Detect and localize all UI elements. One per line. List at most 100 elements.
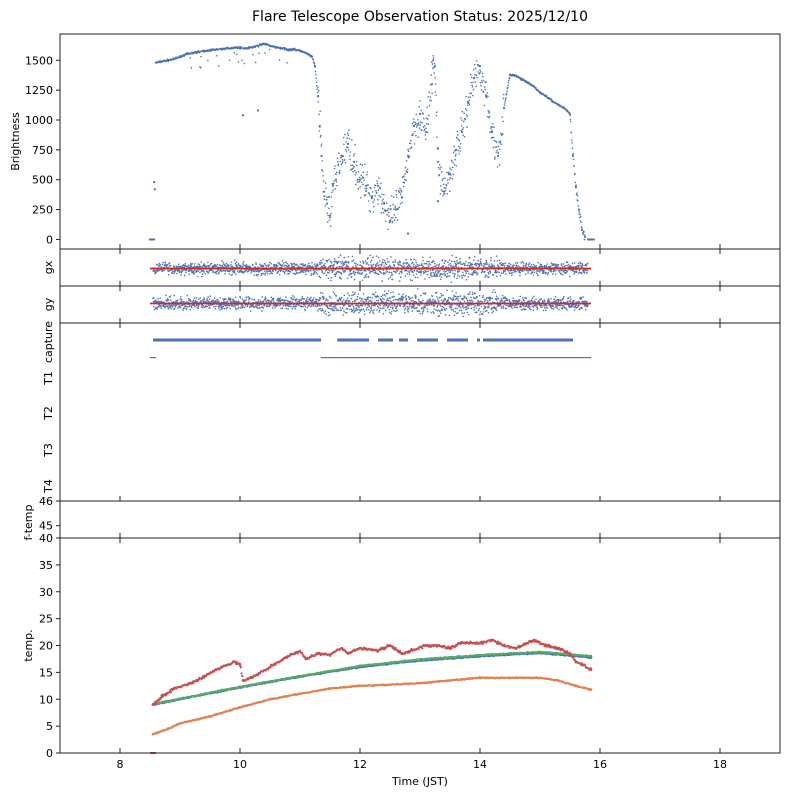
gx-point <box>569 269 572 271</box>
gx-point <box>566 270 569 273</box>
gx-point <box>188 273 191 276</box>
gx-point <box>260 274 263 277</box>
gx-point <box>460 263 462 265</box>
gy-point <box>278 298 281 300</box>
gy-point <box>578 308 581 310</box>
brightness-point <box>465 109 468 112</box>
gx-point <box>455 266 458 268</box>
gx-point <box>468 273 470 275</box>
gx-point <box>193 272 195 275</box>
gy-point <box>246 305 249 307</box>
gy-point <box>266 305 269 307</box>
gx-point <box>478 264 481 267</box>
gx-point <box>531 265 534 268</box>
gy-point <box>305 299 308 302</box>
brightness-point <box>380 202 383 205</box>
gy-point <box>561 307 564 309</box>
gy-point <box>152 305 155 308</box>
brightness-point <box>469 92 471 95</box>
gx-point <box>488 263 491 265</box>
brightness-point <box>320 145 323 147</box>
brightness-point <box>235 53 238 56</box>
gx-point <box>314 270 316 273</box>
gx-point <box>498 271 500 274</box>
gy-point <box>540 298 543 301</box>
gx-point <box>566 261 569 264</box>
brightness-point <box>388 221 391 224</box>
gy-point <box>229 299 232 301</box>
gy-point <box>436 304 439 307</box>
gx-point <box>436 269 438 271</box>
gx-point <box>191 263 194 265</box>
brightness-point <box>472 81 474 84</box>
brightness-point <box>574 172 576 175</box>
gy-point <box>259 306 261 309</box>
gy-point <box>358 311 360 314</box>
gx-point <box>335 271 338 274</box>
gy-point <box>505 304 507 307</box>
brightness-point <box>360 181 363 183</box>
gy-point <box>497 298 500 300</box>
brightness-point <box>493 158 496 160</box>
gy-point <box>352 291 354 293</box>
gx-point <box>177 270 179 272</box>
gy-point <box>379 304 381 307</box>
gx-point <box>455 256 457 259</box>
brightness-point <box>352 155 355 157</box>
gx-point <box>155 271 157 274</box>
brightness-point <box>439 193 442 195</box>
gy-point <box>461 312 463 314</box>
gy-point <box>489 297 492 300</box>
gy-point <box>580 297 583 299</box>
brightness-point <box>258 52 260 55</box>
gx-point <box>398 280 401 282</box>
brightness-point <box>448 173 450 176</box>
gx-point <box>450 281 453 284</box>
gy-point <box>167 307 170 310</box>
gx-point <box>222 265 224 268</box>
gx-point <box>200 261 203 263</box>
brightness-point <box>571 142 573 144</box>
brightness-point <box>375 191 378 194</box>
gy-point <box>438 314 441 317</box>
gy-point <box>426 304 428 307</box>
gx-point <box>323 264 326 267</box>
gx-point <box>504 262 507 265</box>
gx-point <box>535 265 538 267</box>
gx-point <box>546 273 549 276</box>
brightness-point <box>470 92 473 95</box>
gx-point <box>361 279 364 282</box>
brightness-point <box>397 207 400 210</box>
gx-point <box>369 254 372 257</box>
gx-point <box>310 272 313 275</box>
gx-point <box>322 258 324 261</box>
gx-point <box>204 273 207 275</box>
gy-point <box>358 309 361 311</box>
gy-point <box>372 312 375 315</box>
brightness-point <box>492 136 495 139</box>
gy-point <box>404 304 406 306</box>
brightness-point <box>438 163 441 166</box>
gx-point <box>355 262 357 265</box>
gx-point <box>379 260 381 262</box>
gx-point <box>337 261 340 263</box>
gx-point <box>325 274 328 277</box>
brightness-point <box>418 127 421 129</box>
brightness-point <box>391 220 394 223</box>
gx-point <box>384 261 387 264</box>
gy-point <box>452 308 454 311</box>
gy-point <box>427 310 429 313</box>
brightness-point <box>426 131 429 134</box>
brightness-point <box>471 84 473 87</box>
brightness-point <box>432 67 434 70</box>
gx-point <box>284 264 287 267</box>
brightness-point <box>319 126 321 128</box>
gy-point <box>162 305 165 308</box>
gy-point <box>542 300 544 303</box>
gx-point <box>449 262 451 265</box>
gy-point <box>306 298 308 300</box>
gy-point <box>367 304 369 306</box>
gx-point <box>161 269 163 271</box>
gy-point <box>367 308 370 311</box>
